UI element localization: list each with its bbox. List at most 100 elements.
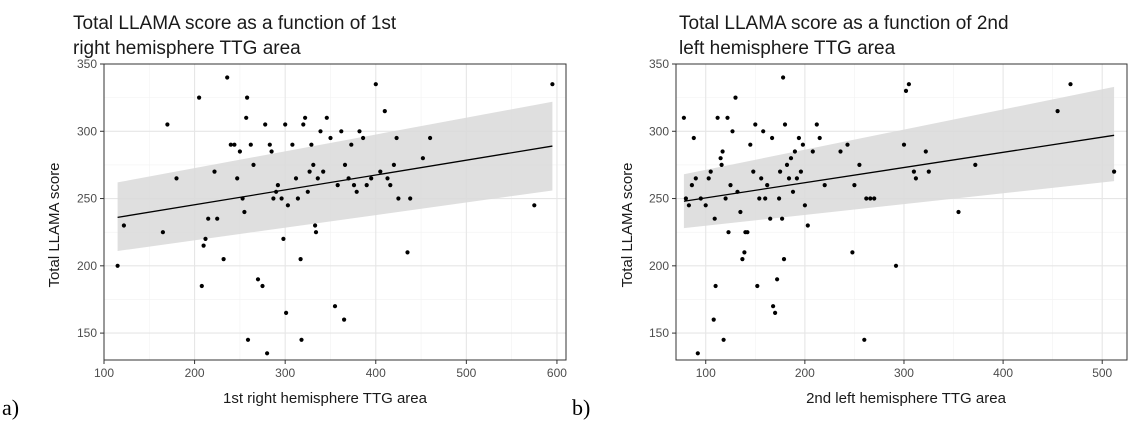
chart-a-data-point: [248, 142, 253, 147]
chart-b-y-tick-label: 350: [649, 57, 669, 71]
chart-b-data-point: [798, 169, 804, 174]
chart-b-data-point: [1112, 169, 1117, 174]
chart-a-data-point: [396, 196, 401, 201]
chart-a-data-point: [251, 162, 256, 167]
chart-b-data-point: [748, 142, 753, 147]
chart-b-data-point: [768, 216, 773, 221]
chart-a-data-point: [369, 176, 374, 181]
chart-b-data-point: [755, 283, 760, 289]
chart-b-data-point: [759, 176, 764, 181]
chart-a-data-point: [364, 183, 369, 188]
chart-a-data-point: [303, 115, 308, 120]
chart-b-data-point: [770, 135, 775, 141]
chart-b-data-point: [703, 203, 708, 208]
chart-b-y-axis-title: Total LLAMA score: [619, 162, 636, 287]
chart-a-data-point: [255, 277, 261, 282]
chart-b-x-axis-title: 2nd left hemisphere TTG area: [806, 390, 1006, 407]
chart-b-data-point: [784, 162, 790, 167]
chart-b-x-tick-label: 400: [993, 366, 1013, 380]
chart-b-data-point: [751, 169, 756, 174]
chart-a-data-point: [165, 122, 170, 127]
chart-a-data-point: [235, 176, 240, 181]
chart-b-data-point: [693, 176, 698, 181]
chart-b-data-point: [913, 176, 919, 181]
chart-b-data-point: [814, 122, 819, 127]
chart-a-data-point: [305, 189, 310, 194]
chart-b-data-point: [868, 196, 873, 201]
chart-a-data-point: [361, 135, 366, 141]
chart-a-x-tick-label: 200: [185, 366, 205, 380]
chart-b-data-point: [771, 304, 776, 309]
chart-a-data-point: [373, 82, 378, 87]
chart-b-title-line-2: left hemisphere TTG area: [679, 38, 896, 59]
chart-b-data-point: [683, 196, 689, 201]
chart-a-data-point: [260, 283, 265, 289]
chart-a-data-point: [378, 169, 383, 174]
chart-b-data-point: [864, 196, 869, 201]
chart-a-panel-border: [103, 63, 567, 361]
chart-b-data-point: [781, 75, 786, 80]
chart-b-panel-border: [675, 63, 1128, 361]
chart-b-data-point: [893, 263, 899, 268]
chart-a-title-line-1: Total LLAMA score as a function of 1st: [73, 13, 397, 34]
chart-b-data-point: [857, 162, 862, 167]
chart-b-data-point: [728, 183, 733, 188]
chart-a-data-point: [321, 169, 326, 174]
chart-b-data-point: [786, 176, 792, 181]
chart-a-data-point: [391, 162, 396, 167]
chart-a-data-point: [275, 183, 280, 188]
chart-b-data-point: [733, 95, 738, 100]
chart-b-data-point: [721, 337, 726, 342]
chart-panel-b: Total LLAMA score as a function of 2nd l…: [572, 13, 1128, 420]
chart-b-data-point: [730, 129, 735, 134]
chart-b-data-point: [850, 250, 855, 255]
chart-b-data-point: [800, 142, 806, 147]
chart-a-data-point: [342, 317, 347, 322]
chart-b-data-point: [778, 169, 783, 174]
chart-b-data-point: [726, 230, 731, 235]
chart-a-data-point: [313, 230, 319, 235]
chart-b-data-point: [708, 169, 713, 174]
chart-a-x-tick-label: 100: [94, 366, 114, 380]
chart-b-data-point: [1068, 82, 1073, 87]
chart-a-y-tick-label: 350: [77, 57, 97, 71]
chart-b-data-point: [923, 149, 928, 154]
chart-b-data-point: [773, 310, 778, 315]
chart-a-y-tick-label: 300: [77, 124, 97, 138]
chart-a-data-point: [324, 115, 329, 120]
chart-a-data-point: [428, 135, 433, 141]
chart-a-data-point: [232, 142, 237, 147]
chart-a-data-point: [313, 223, 318, 228]
chart-b-y-tick-label: 200: [649, 259, 669, 273]
chart-b-data-point: [862, 337, 867, 342]
chart-b-data-point: [822, 183, 827, 188]
chart-a-data-point: [221, 257, 226, 262]
chart-b-data-point: [781, 257, 787, 262]
chart-a-data-point: [225, 75, 230, 80]
chart-a-data-point: [388, 183, 393, 188]
chart-a-panel-label: a): [2, 395, 19, 420]
chart-b-data-point: [794, 176, 800, 181]
chart-a-points: [115, 75, 555, 356]
chart-b-data-point: [706, 176, 711, 181]
chart-a-data-point: [228, 142, 233, 147]
chart-a-data-point: [307, 169, 312, 174]
chart-b-data-point: [782, 122, 788, 127]
chart-a-data-point: [293, 176, 299, 181]
chart-b-data-point: [711, 317, 716, 322]
chart-b-data-point: [926, 169, 931, 174]
chart-a-data-point: [290, 142, 295, 147]
chart-b-data-point: [973, 162, 978, 167]
chart-b-data-point: [745, 230, 750, 235]
chart-a-data-point: [284, 310, 289, 315]
chart-b-data-point: [802, 203, 808, 208]
chart-a-data-point: [237, 149, 242, 154]
chart-a-data-point: [115, 263, 120, 268]
chart-a-data-point: [245, 337, 251, 342]
chart-a-data-point: [201, 243, 206, 248]
chart-b-data-point: [838, 149, 843, 154]
chart-b-data-point: [777, 196, 782, 201]
chart-b-data-point: [903, 88, 909, 93]
chart-a-data-point: [382, 109, 387, 114]
chart-b-data-point: [753, 122, 758, 127]
